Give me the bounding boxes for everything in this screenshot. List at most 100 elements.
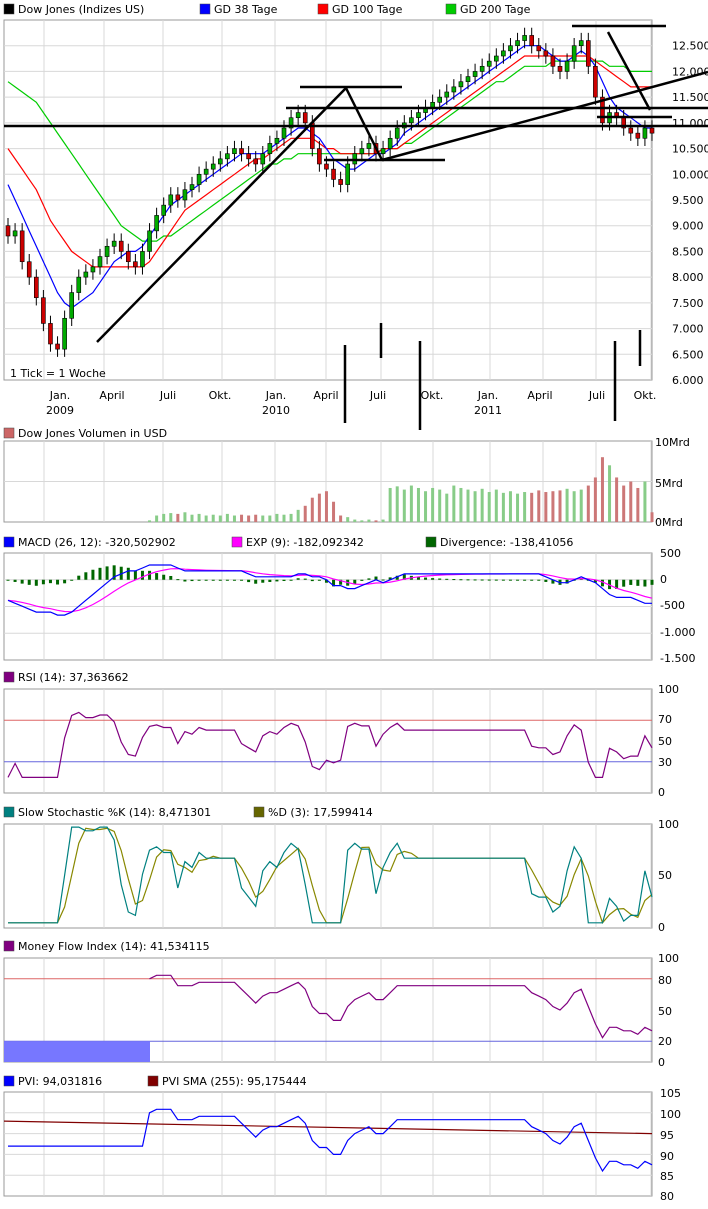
divergence-bar (537, 579, 541, 581)
volume-bar (516, 493, 520, 522)
volume-bar (608, 465, 612, 522)
legend-label: PVI SMA (255): 95,175444 (162, 1075, 307, 1088)
candle-down (586, 40, 591, 67)
candle-up (210, 163, 216, 170)
candle-down (593, 65, 598, 98)
volume-bar (480, 488, 484, 522)
divergence-bar (650, 579, 654, 585)
divergence-bar (140, 570, 144, 580)
candle-down (5, 225, 11, 237)
x-tick-label: April (313, 389, 338, 402)
candle-down (26, 261, 32, 278)
candle-up (458, 81, 464, 88)
volume-bar (275, 513, 279, 522)
legend-swatch-0 (3, 671, 15, 683)
divergence-bar (388, 577, 392, 580)
candle-up (168, 194, 174, 206)
x-tick-label: Juli (588, 389, 605, 402)
legend-label: GD 38 Tage (214, 3, 278, 16)
divergence-bar (395, 575, 399, 580)
candle-up (161, 204, 166, 216)
legend-swatch-1 (147, 1075, 159, 1087)
x-tick-label: Jan. (265, 389, 286, 402)
volume-bar (381, 519, 385, 522)
volume-bar (211, 514, 215, 522)
divergence-bar (197, 579, 201, 581)
volume-bar (282, 514, 286, 522)
divergence-bar (431, 578, 435, 580)
divergence-bar (240, 579, 244, 581)
volume-bar (508, 491, 512, 522)
candle-up (642, 127, 648, 139)
divergence-bar (523, 579, 527, 581)
y-tick-label: 10.500 (672, 143, 708, 156)
y-tick-label: 70 (658, 713, 672, 726)
volume-bar (360, 520, 364, 522)
y-tick-label: -1.000 (660, 626, 695, 639)
divergence-bar (516, 579, 520, 581)
volume-bar (572, 491, 576, 522)
divergence-bar (608, 579, 612, 590)
legend-swatch-0 (3, 427, 15, 439)
candle-up (288, 117, 294, 129)
volume-bar (353, 519, 357, 522)
divergence-bar (282, 579, 286, 582)
candle-up (515, 40, 520, 47)
y-tick-label: 95 (660, 1129, 674, 1142)
divergence-bar (48, 579, 52, 584)
volume-bar (268, 515, 272, 522)
y-tick-label: 0 (660, 573, 667, 586)
divergence-bar (20, 579, 24, 584)
candle-up (437, 96, 442, 103)
candle-down (41, 297, 46, 324)
divergence-bar (211, 579, 215, 581)
volume-bar (473, 491, 477, 522)
volume-bar (339, 515, 343, 522)
tick-note: 1 Tick = 1 Woche (10, 367, 106, 380)
legend-label: GD 100 Tage (332, 3, 403, 16)
candle-up (83, 271, 89, 278)
x-tick-label: Jan. (49, 389, 70, 402)
divergence-bar (70, 579, 74, 581)
divergence-bar (565, 579, 569, 584)
candle-up (281, 127, 287, 139)
y-tick-label: 0 (658, 921, 665, 934)
volume-bar (551, 491, 555, 522)
trendline-down-2010 (344, 87, 384, 161)
y-tick-label: 12.500 (672, 40, 708, 53)
candle-up (111, 240, 117, 247)
y-tick-label: 50 (658, 735, 672, 748)
volume-bar (636, 487, 640, 522)
legend-label: PVI: 94,031816 (18, 1075, 102, 1088)
macd-line (7, 564, 652, 616)
y-tick-label: 11.500 (672, 91, 708, 104)
divergence-bar (247, 579, 251, 583)
candle-up (416, 112, 421, 119)
volume-bar (332, 501, 336, 522)
candle-up (564, 60, 570, 72)
x-tick-label: April (527, 389, 552, 402)
volume-bar (402, 489, 406, 522)
divergence-bar (204, 579, 208, 581)
divergence-bar (459, 579, 463, 581)
y-tick-label: 100 (660, 1108, 681, 1121)
candle-up (366, 143, 372, 149)
volume-bar (155, 515, 159, 522)
divergence-bar (544, 579, 548, 582)
divergence-bar (34, 579, 38, 586)
candle-up (76, 276, 82, 293)
y-tick-label: 105 (660, 1087, 681, 1100)
divergence-bar (600, 579, 604, 587)
volume-bars (148, 457, 654, 522)
candle-down (253, 158, 258, 165)
volume-bar (324, 491, 328, 522)
divergence-bar (622, 579, 626, 587)
legend-label: RSI (14): 37,363662 (18, 671, 129, 684)
stoch-k-line (8, 826, 653, 924)
divergence-bar (381, 579, 385, 581)
x-tick-label: Juli (369, 389, 386, 402)
y-tick-label: 11.000 (672, 117, 708, 130)
pvi-sma-line (3, 1120, 653, 1135)
candle-up (380, 148, 386, 155)
trendline-down-2011 (606, 31, 652, 111)
